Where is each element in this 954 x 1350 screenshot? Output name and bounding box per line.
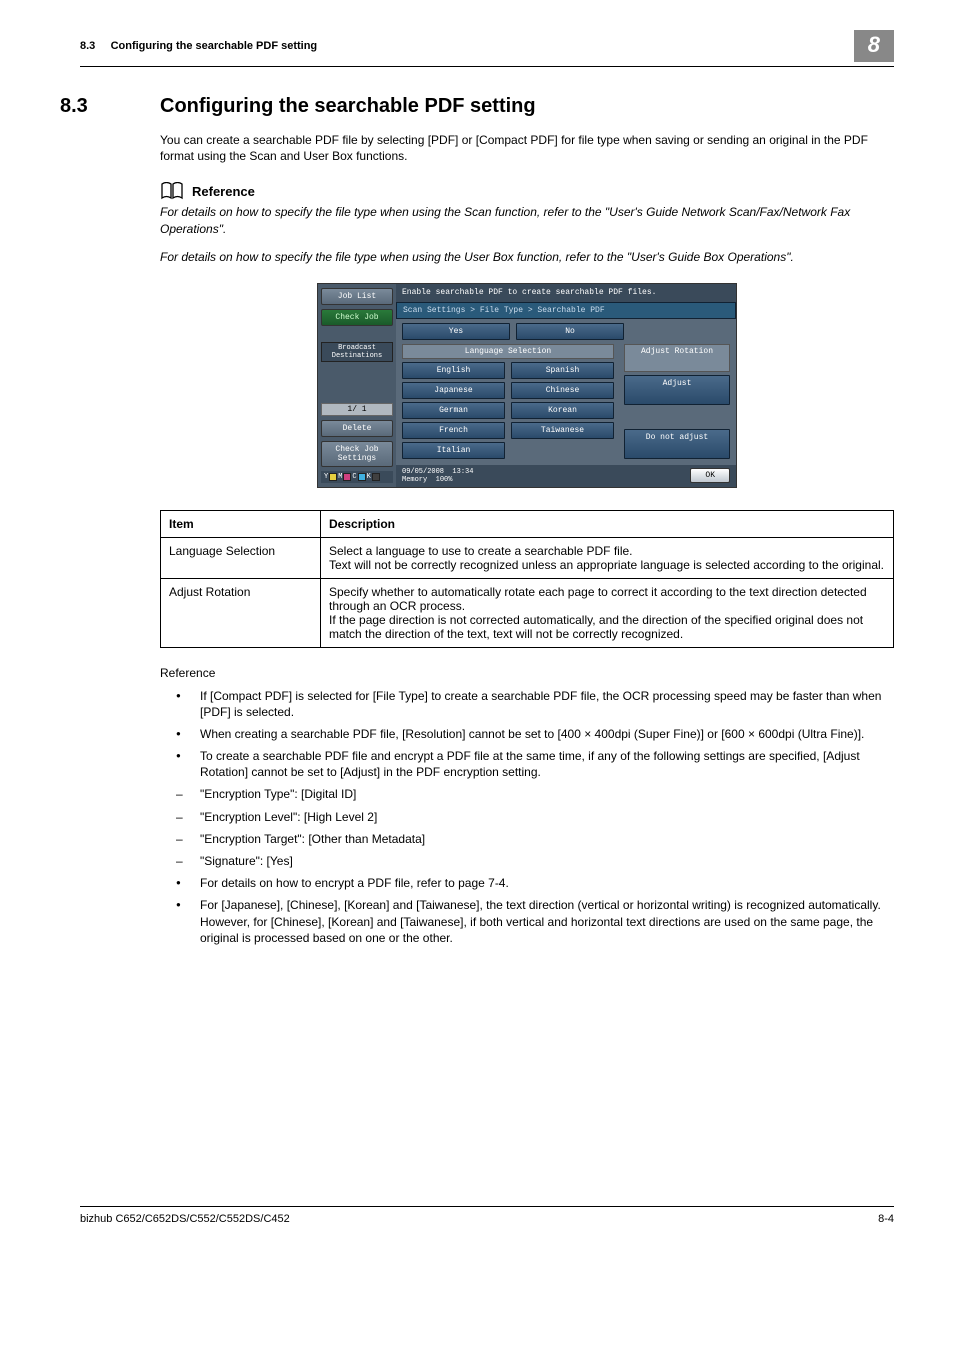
book-icon — [160, 182, 184, 200]
bullet-sub-item: "Encryption Target": [Other than Metadat… — [160, 831, 894, 847]
lang-chinese[interactable]: Chinese — [511, 382, 614, 399]
lang-german[interactable]: German — [402, 402, 505, 419]
header-section-num: 8.3 — [80, 40, 95, 52]
no-button[interactable]: No — [516, 323, 624, 340]
table-row: Adjust Rotation Specify whether to autom… — [161, 578, 894, 647]
section-heading: 8.3 Configuring the searchable PDF setti… — [60, 95, 894, 118]
bullet-item: When creating a searchable PDF file, [Re… — [160, 726, 894, 742]
table-row: Language Selection Select a language to … — [161, 537, 894, 578]
breadcrumb: Scan Settings > File Type > Searchable P… — [396, 302, 736, 319]
reference-para-1: For details on how to specify the file t… — [160, 204, 894, 236]
footer-page: 8-4 — [878, 1213, 894, 1225]
ok-button[interactable]: OK — [690, 468, 730, 483]
panel-header-text: Enable searchable PDF to create searchab… — [396, 284, 736, 302]
col-description: Description — [321, 510, 894, 537]
bullet-item: If [Compact PDF] is selected for [File T… — [160, 688, 894, 720]
settings-table: Item Description Language Selection Sele… — [160, 510, 894, 648]
broadcast-label: Broadcast Destinations — [321, 342, 393, 362]
page-footer: bizhub C652/C652DS/C552/C552DS/C452 8-4 — [80, 1206, 894, 1225]
language-selection-header: Language Selection — [402, 344, 614, 359]
footer-model: bizhub C652/C652DS/C552/C552DS/C452 — [80, 1213, 290, 1225]
reference2-heading: Reference — [160, 666, 894, 680]
footer-datetime: 09/05/2008 13:34 Memory 100% — [402, 468, 473, 484]
c-box — [358, 473, 366, 481]
lang-spanish[interactable]: Spanish — [511, 362, 614, 379]
job-list-button[interactable]: Job List — [321, 288, 393, 305]
item-cell: Adjust Rotation — [161, 578, 321, 647]
check-job-tab[interactable]: Check Job — [321, 309, 393, 326]
y-box — [329, 473, 337, 481]
yes-button[interactable]: Yes — [402, 323, 510, 340]
item-cell: Language Selection — [161, 537, 321, 578]
lang-taiwanese[interactable]: Taiwanese — [511, 422, 614, 439]
panel-sidebar: Job List Check Job Broadcast Destination… — [318, 284, 396, 487]
bullet-item: To create a searchable PDF file and encr… — [160, 748, 894, 780]
header-section-title: Configuring the searchable PDF setting — [111, 40, 318, 52]
check-job-settings-button[interactable]: Check Job Settings — [321, 441, 393, 467]
lang-english[interactable]: English — [402, 362, 505, 379]
adjust-button[interactable]: Adjust — [624, 375, 730, 405]
bullet-sub-item: "Encryption Level": [High Level 2] — [160, 809, 894, 825]
bullet-sub-item: "Encryption Type": [Digital ID] — [160, 786, 894, 802]
m-box — [343, 473, 351, 481]
header-left: 8.3 Configuring the searchable PDF setti… — [80, 40, 317, 52]
do-not-adjust-button[interactable]: Do not adjust — [624, 429, 730, 459]
bullet-item: For [Japanese], [Chinese], [Korean] and … — [160, 897, 894, 946]
reference-para-2: For details on how to specify the file t… — [160, 249, 894, 265]
intro-paragraph: You can create a searchable PDF file by … — [160, 132, 894, 164]
adjust-rotation-header: Adjust Rotation — [624, 344, 730, 372]
col-item: Item — [161, 510, 321, 537]
reference-heading: Reference — [160, 182, 894, 200]
section-number: 8.3 — [60, 95, 160, 118]
running-header: 8.3 Configuring the searchable PDF setti… — [80, 30, 894, 67]
section-title: Configuring the searchable PDF setting — [160, 95, 536, 118]
lang-french[interactable]: French — [402, 422, 505, 439]
reference-title: Reference — [192, 184, 255, 199]
bullet-item: For details on how to encrypt a PDF file… — [160, 875, 894, 891]
lang-japanese[interactable]: Japanese — [402, 382, 505, 399]
bullet-sub-item: "Signature": [Yes] — [160, 853, 894, 869]
lang-italian[interactable]: Italian — [402, 442, 505, 459]
delete-button[interactable]: Delete — [321, 420, 393, 437]
reference-bullet-list: If [Compact PDF] is selected for [File T… — [160, 688, 894, 946]
panel-footer: 09/05/2008 13:34 Memory 100% OK — [396, 465, 736, 487]
desc-cell: Select a language to use to create a sea… — [321, 537, 894, 578]
chapter-badge: 8 — [854, 30, 894, 62]
desc-cell: Specify whether to automatically rotate … — [321, 578, 894, 647]
ymck-indicator: Y M C K — [321, 471, 393, 483]
page-indicator: 1/ 1 — [321, 403, 393, 416]
lang-korean[interactable]: Korean — [511, 402, 614, 419]
k-box — [372, 473, 380, 481]
control-panel-screenshot: Job List Check Job Broadcast Destination… — [317, 283, 737, 488]
